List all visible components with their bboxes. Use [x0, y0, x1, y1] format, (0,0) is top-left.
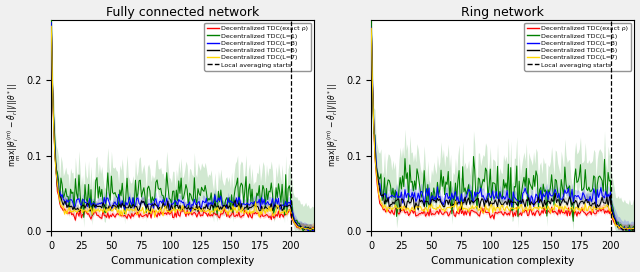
X-axis label: Communication complexity: Communication complexity: [431, 256, 575, 267]
X-axis label: Communication complexity: Communication complexity: [111, 256, 255, 267]
Title: Fully connected network: Fully connected network: [106, 5, 259, 18]
Title: Ring network: Ring network: [461, 5, 544, 18]
Y-axis label: $\max_m ||\theta_i^{(m)} - \bar{\theta}_r|| / ||\theta^*||$: $\max_m ||\theta_i^{(m)} - \bar{\theta}_…: [6, 84, 24, 167]
Y-axis label: $\max_m ||\theta_i^{(m)} - \bar{\theta}_r|| / ||\theta^*||$: $\max_m ||\theta_i^{(m)} - \bar{\theta}_…: [326, 84, 344, 167]
Legend: Decentralized TDC(exact ρ), Decentralized TDC(L=1), Decentralized TDC(L=3), Dece: Decentralized TDC(exact ρ), Decentralize…: [204, 23, 311, 71]
Legend: Decentralized TDC(exact ρ), Decentralized TDC(L=1), Decentralized TDC(L=3), Dece: Decentralized TDC(exact ρ), Decentralize…: [524, 23, 631, 71]
